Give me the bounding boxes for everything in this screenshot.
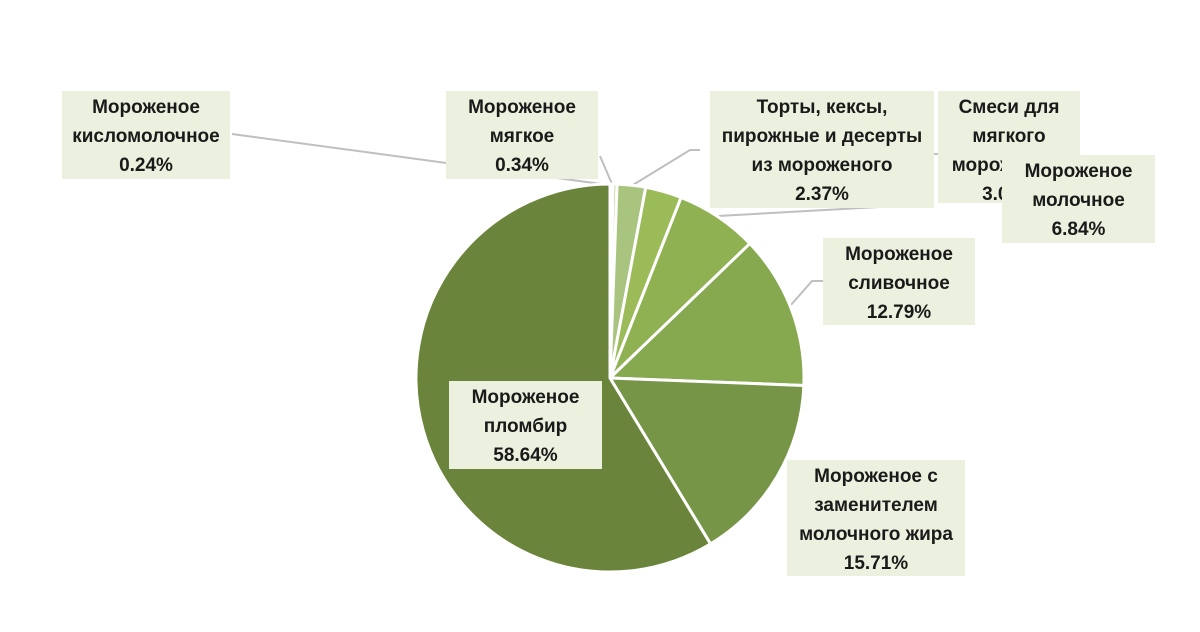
data-label-7: Мороженое с заменителем молочного жира 15… — [787, 460, 965, 576]
data-label-value: 0.34% — [495, 155, 549, 176]
data-label-name: Торты, кексы, пирожные и десерты из моро… — [721, 97, 923, 176]
data-label-name: Мороженое мягкое — [468, 97, 576, 147]
data-label-value: 6.84% — [1051, 219, 1106, 240]
data-label-8: Мороженое пломбир 58.64% — [449, 381, 602, 469]
data-label-5: Мороженое молочное 6.84% — [1002, 155, 1155, 243]
data-label-name: Мороженое пломбир — [471, 387, 580, 437]
data-label-value: 0.24% — [119, 155, 173, 176]
data-label-name: Мороженое кисломолочное — [72, 97, 220, 147]
leader-line-6 — [789, 280, 823, 307]
data-label-3: Торты, кексы, пирожные и десерты из моро… — [710, 91, 934, 208]
data-label-value: 58.64% — [493, 445, 558, 466]
leader-line-2 — [599, 155, 613, 185]
data-label-1: Мороженое кисломолочное 0.24% — [62, 91, 230, 179]
data-label-2: Мороженое мягкое 0.34% — [446, 91, 598, 179]
data-label-name: Мороженое с заменителем молочного жира — [799, 466, 953, 545]
data-label-name: Мороженое молочное — [1024, 161, 1133, 211]
data-label-6: Мороженое сливочное 12.79% — [823, 238, 975, 325]
data-label-value: 2.37% — [795, 184, 849, 205]
leader-line-3 — [627, 149, 700, 189]
pie-slice-8 — [414, 182, 713, 574]
pie-slice-6 — [608, 242, 806, 387]
pie-slice-7 — [608, 376, 806, 546]
data-label-value: 12.79% — [866, 302, 932, 323]
data-label-value: 15.71% — [843, 553, 909, 574]
pie-slices — [414, 182, 806, 574]
data-label-name: Мороженое сливочное — [845, 244, 953, 294]
